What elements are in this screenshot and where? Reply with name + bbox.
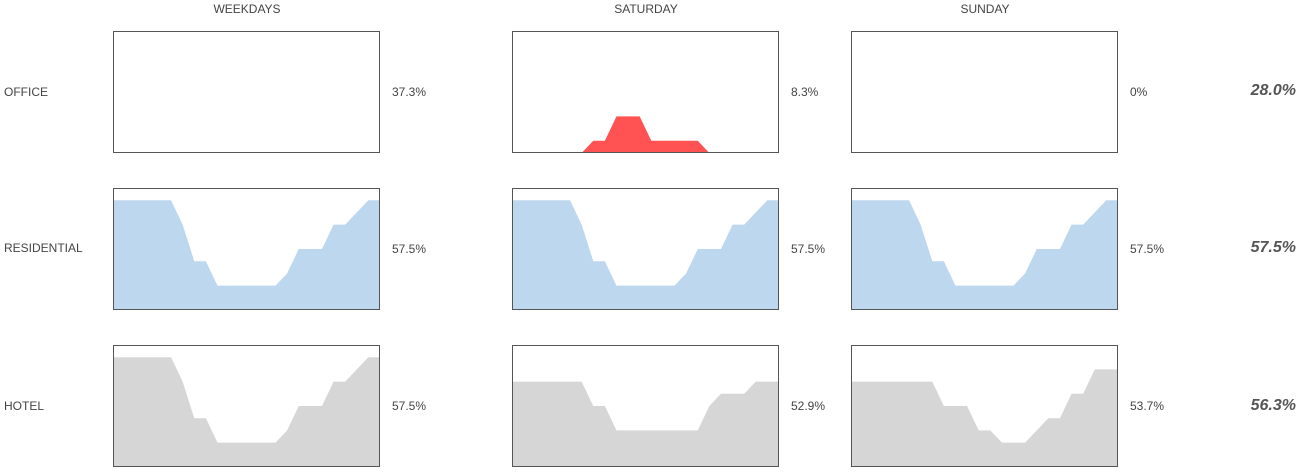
chart-frame xyxy=(113,188,380,310)
area-series-residential-saturday xyxy=(512,200,779,310)
total-hotel: 56.3% xyxy=(1250,397,1296,414)
percent-label-hotel-saturday: 52.9% xyxy=(791,399,826,413)
chart-frame xyxy=(512,345,779,467)
chart-residential-weekdays xyxy=(113,188,380,310)
percent-label-residential-sunday: 57.5% xyxy=(1130,242,1165,256)
total-office: 28.0% xyxy=(1250,82,1296,99)
chart-office-sunday xyxy=(851,31,1118,153)
column-header-weekdays: WEEKDAYS xyxy=(213,2,281,16)
chart-office-weekdays xyxy=(113,31,380,153)
chart-residential-sunday xyxy=(851,188,1118,310)
column-header-saturday: SATURDAY xyxy=(614,2,678,16)
area-series-hotel-weekdays xyxy=(113,357,380,467)
chart-frame xyxy=(113,31,380,153)
row-label-residential: RESIDENTIAL xyxy=(4,241,83,255)
percent-label-hotel-weekdays: 57.5% xyxy=(392,399,427,413)
area-series-hotel-saturday xyxy=(512,381,779,467)
chart-frame xyxy=(851,31,1118,153)
chart-frame xyxy=(113,345,380,467)
area-series-hotel-sunday xyxy=(851,369,1118,467)
area-series-residential-sunday xyxy=(851,200,1118,310)
chart-hotel-weekdays xyxy=(113,345,380,467)
row-label-office: OFFICE xyxy=(4,85,48,99)
chart-frame xyxy=(512,31,779,153)
area-series-office-saturday xyxy=(512,116,779,153)
chart-frame xyxy=(851,345,1118,467)
percent-label-residential-weekdays: 57.5% xyxy=(392,242,427,256)
chart-hotel-saturday xyxy=(512,345,779,467)
chart-office-saturday xyxy=(512,31,779,153)
chart-frame xyxy=(512,188,779,310)
percent-label-residential-saturday: 57.5% xyxy=(791,242,826,256)
percent-label-office-sunday: 0% xyxy=(1130,85,1148,99)
percent-label-office-weekdays: 37.3% xyxy=(392,85,427,99)
percent-label-office-saturday: 8.3% xyxy=(791,85,819,99)
row-label-hotel: HOTEL xyxy=(4,399,45,413)
column-header-sunday: SUNDAY xyxy=(960,2,1010,16)
chart-hotel-sunday xyxy=(851,345,1118,467)
total-residential: 57.5% xyxy=(1250,239,1296,256)
chart-residential-saturday xyxy=(512,188,779,310)
area-series-residential-weekdays xyxy=(113,200,380,310)
percent-label-hotel-sunday: 53.7% xyxy=(1130,399,1165,413)
chart-frame xyxy=(851,188,1118,310)
